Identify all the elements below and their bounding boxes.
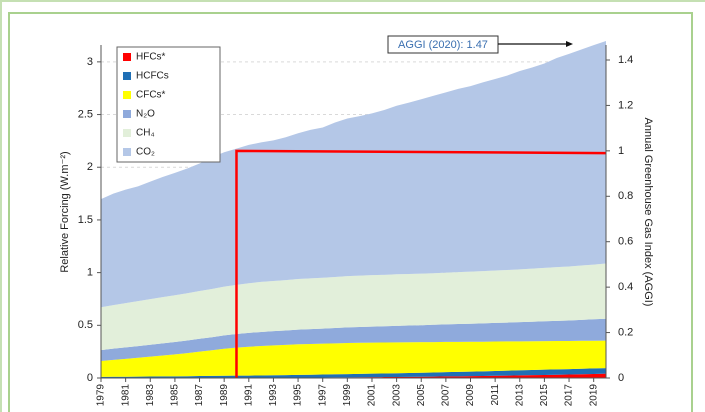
legend-swatch: [123, 129, 131, 137]
legend-label: CFCs*: [136, 90, 166, 101]
x-tick-label: 1985: [170, 384, 181, 407]
x-tick-label: 1983: [145, 384, 156, 407]
legend-swatch: [123, 91, 131, 99]
y-tick-label: 0: [87, 372, 93, 384]
x-tick-label: 1989: [219, 384, 230, 407]
area: [101, 40, 606, 308]
legend-box: [116, 46, 221, 163]
y2-tick-label: 1.4: [618, 54, 633, 66]
y2-axis-label: Annual Greenhouse Gas Index (AGGI): [642, 118, 654, 307]
x-tick-label: 2011: [490, 384, 501, 406]
aggi-line: [235, 149, 607, 378]
legend-swatch: [123, 72, 131, 80]
x-tick-label: 2009: [465, 384, 476, 407]
x-tick-label: 2003: [391, 384, 402, 407]
areas: [101, 40, 607, 378]
x-tick-label: 2001: [367, 384, 378, 407]
x-tick-label: 2013: [514, 384, 525, 407]
x-tick-label: 2019: [588, 384, 599, 407]
chart-panel: [8, 12, 693, 412]
annotation-arrowhead: [566, 41, 573, 47]
x-tick-label: 1997: [317, 384, 328, 407]
legend-label: HCFCs: [136, 71, 169, 82]
x-tick-label: 1993: [268, 384, 279, 407]
y-tick-label: 1: [87, 267, 93, 279]
y2-tick-label: 0.8: [618, 190, 633, 202]
legend-swatch: [123, 53, 131, 61]
legend-swatch: [123, 148, 131, 156]
y-tick-label: 3: [87, 56, 93, 68]
legend-label: HFCs*: [136, 52, 166, 63]
axes: 0 0.5 1 1.5 2 2.5 3 0 0.2 0.4 0.6 0.8 1 1.2 1.4 1979 198…: [78, 45, 633, 407]
annotation: AGGI (2020): 1.47: [398, 39, 488, 51]
x-tick-label: 2015: [539, 384, 550, 407]
y2-tick-label: 1.2: [618, 99, 633, 111]
area: [101, 340, 606, 377]
x-tick-label: 2017: [564, 384, 575, 407]
y2-tick-label: 0.2: [618, 326, 633, 338]
x-tick-label: 1999: [342, 384, 353, 407]
x-tick-label: 2007: [441, 384, 452, 407]
y2-tick-label: 0.6: [618, 236, 633, 248]
x-tick-label: 1987: [194, 384, 205, 407]
y-tick-label: 0.5: [78, 319, 93, 331]
x-tick-label: 1995: [293, 384, 304, 407]
y-axis-label: Relative Forcing (W.m⁻²): [59, 151, 71, 272]
legend-label: CH₄: [136, 128, 155, 139]
area: [101, 318, 606, 362]
y2-tick-label: 0: [618, 372, 624, 384]
x-tick-label: 2005: [416, 384, 427, 407]
legend-label: CO₂: [136, 147, 155, 158]
x-tick-label: 1981: [120, 384, 131, 407]
y2-tick-label: 0.4: [618, 281, 633, 293]
x-tick-label: 1979: [96, 384, 107, 407]
area: [101, 263, 606, 351]
y-tick-label: 1.5: [78, 214, 93, 226]
y-tick-label: 2: [87, 161, 93, 173]
y2-tick-label: 1: [618, 145, 624, 157]
y-tick-label: 2.5: [78, 108, 93, 120]
legend-label: N₂O: [136, 109, 155, 120]
area: [101, 373, 606, 378]
x-tick-label: 1991: [243, 384, 254, 407]
legend-swatch: [123, 110, 131, 118]
area: [101, 368, 606, 378]
